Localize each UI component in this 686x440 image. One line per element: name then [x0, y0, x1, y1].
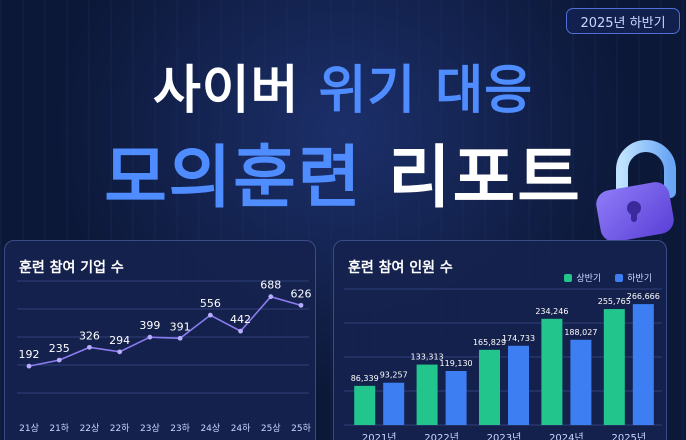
bar-value-label: 255,765 [598, 297, 631, 306]
bar-value-label: 119,130 [440, 359, 473, 368]
x-tick-label: 25하 [291, 423, 311, 434]
data-point [26, 363, 32, 369]
page-title-line2: 모의훈련 리포트 [0, 122, 686, 221]
bar [354, 385, 376, 425]
legend-label-second-half: 하반기 [627, 274, 652, 284]
x-tick-label: 2022년 [424, 432, 459, 440]
data-label: 688 [260, 279, 281, 292]
x-tick-label: 22하 [110, 423, 130, 434]
x-tick-label: 21상 [19, 423, 39, 434]
bar [416, 364, 438, 425]
x-tick-label: 2021년 [362, 432, 397, 440]
data-point [56, 357, 62, 363]
bar-value-label: 188,027 [564, 328, 597, 337]
x-tick-label: 23상 [140, 423, 160, 434]
title-part-blue-1: 위기 대응 [318, 61, 534, 121]
data-label: 391 [170, 320, 191, 333]
data-point [268, 294, 274, 300]
bar-value-label: 133,313 [411, 353, 444, 362]
legend-swatch-first-half [564, 273, 573, 282]
bar [541, 318, 563, 425]
x-tick-label: 24하 [231, 423, 251, 434]
bar-value-label: 234,246 [535, 307, 568, 316]
bar-value-label: 266,666 [627, 292, 660, 301]
period-badge: 2025년 하반기 [566, 8, 680, 34]
legend-swatch-second-half [615, 273, 624, 282]
x-tick-label: 2025년 [611, 432, 646, 440]
data-point [298, 302, 304, 308]
bar-value-label: 86,339 [351, 374, 379, 383]
title-part-white-1: 사이버 [152, 61, 319, 121]
participants-chart-title: 훈련 참여 인원 수 [348, 260, 453, 276]
title-part-blue-2: 모의훈련 [104, 139, 389, 218]
participants-chart-panel: 훈련 참여 인원 수 상반기 하반기 86,339 93,257 2021년 133,… [333, 240, 667, 440]
bar [603, 309, 625, 425]
x-tick-label: 25상 [261, 423, 281, 434]
bar [445, 370, 467, 425]
bar-value-label: 165,829 [473, 338, 506, 347]
data-label: 556 [200, 297, 221, 310]
data-label: 399 [139, 319, 160, 332]
data-point [207, 312, 213, 318]
data-label: 192 [19, 348, 40, 361]
title-part-white-2: 리포트 [388, 139, 582, 218]
data-label: 442 [230, 313, 251, 326]
data-point [238, 328, 243, 334]
companies-chart-panel: 훈련 참여 기업 수 192 21상 235 21하 326 22상 294 22하 399 23… [4, 240, 316, 440]
bar [508, 345, 529, 425]
data-label: 294 [109, 334, 130, 347]
bar [383, 382, 405, 425]
bar [632, 304, 654, 425]
legend-label-first-half: 상반기 [576, 274, 602, 284]
bar [570, 339, 592, 425]
series-line [28, 295, 302, 367]
data-point [87, 344, 92, 350]
lock-icon [596, 140, 676, 240]
chart-legend: 상반기 하반기 [564, 271, 652, 284]
bar [479, 349, 500, 425]
page-title-line1: 사이버 위기 대응 [0, 48, 686, 123]
data-label: 235 [49, 342, 70, 355]
x-tick-label: 23하 [170, 423, 190, 434]
data-label: 626 [291, 287, 312, 300]
bar-value-label: 93,257 [380, 371, 408, 380]
data-label: 326 [79, 329, 100, 342]
x-tick-label: 2023년 [487, 432, 522, 440]
x-tick-label: 24상 [200, 423, 220, 434]
x-tick-label: 22상 [80, 423, 100, 434]
data-point [177, 335, 183, 341]
companies-line-chart: 192 21상 235 21하 326 22상 294 22하 399 23상 391 23하 556 2… [17, 279, 312, 434]
data-point [147, 334, 153, 340]
data-point [117, 349, 123, 355]
bar-value-label: 174,733 [502, 334, 535, 343]
x-tick-label: 2024년 [549, 432, 584, 440]
companies-chart-title: 훈련 참여 기업 수 [19, 260, 124, 276]
x-tick-label: 21하 [49, 423, 69, 434]
